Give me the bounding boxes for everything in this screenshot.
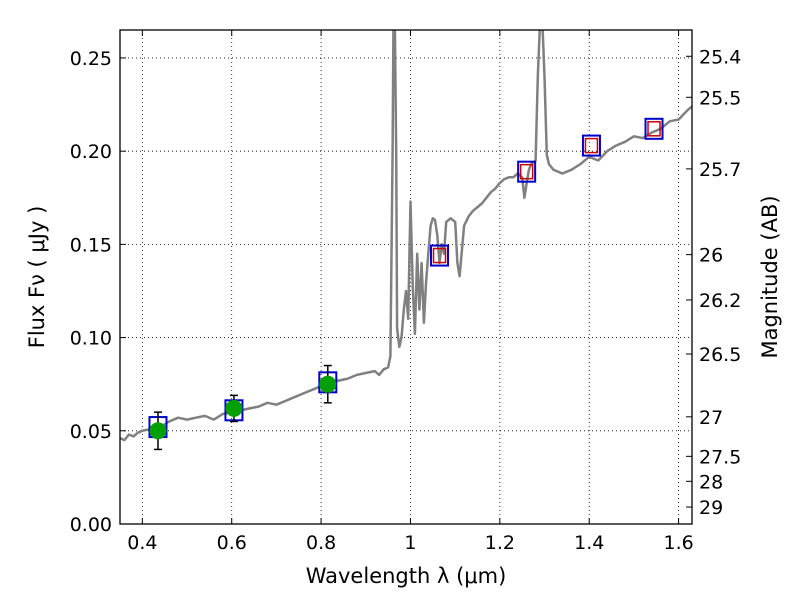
- x-tick-label: 1.4: [574, 532, 604, 554]
- model-photometry-square: [430, 244, 450, 267]
- plot-frame: [119, 29, 693, 525]
- x-axis-title: Wavelength λ (μm): [306, 564, 507, 588]
- model-photometry-square: [517, 160, 537, 183]
- x-tick-label: 0.8: [306, 532, 336, 554]
- y2-tick-label: 28: [699, 471, 723, 493]
- y-tick-label: 0.15: [70, 234, 112, 256]
- y2-tick-label: 27.5: [699, 446, 741, 468]
- upper-limit-square: [432, 247, 447, 264]
- upper-limit-square: [647, 121, 661, 137]
- y2-axis-title: Magnitude (AB): [758, 195, 782, 358]
- ticks: 0.4 0.6 0.8 1 1.2 1.4 1.6 0.00 0.05 0.10 0.15 0.20 0…: [70, 30, 741, 554]
- y2-tick-label: 25.5: [699, 87, 741, 109]
- y-tick-label: 0.25: [70, 48, 112, 70]
- y-tick-label: 0.20: [70, 141, 112, 163]
- y2-tick-label: 25.7: [699, 159, 741, 181]
- photometry-point: [225, 399, 243, 417]
- y2-tick-label: 25.4: [699, 46, 741, 68]
- model-photometry-square: [581, 134, 601, 157]
- y-tick-label: 0.10: [70, 328, 112, 350]
- y-tick-label: 0.05: [70, 421, 112, 443]
- x-tick-label: 0.4: [127, 532, 157, 554]
- y2-tick-label: 27: [699, 407, 723, 429]
- x-tick-label: 1.2: [485, 532, 515, 554]
- photometry-point: [149, 422, 167, 440]
- y-axis-title: Flux Fν ( μJy ): [25, 206, 49, 349]
- photometry-point: [319, 375, 337, 393]
- x-tick-label: 1: [404, 532, 416, 554]
- upper-limit-square: [584, 137, 599, 154]
- upper-limit-square: [519, 163, 534, 180]
- y2-tick-label: 26: [699, 245, 723, 267]
- y2-tick-label: 26.5: [699, 344, 741, 366]
- y2-tick-label: 26.2: [699, 290, 741, 312]
- grid: [120, 30, 692, 525]
- y2-tick-label: 29: [699, 497, 723, 519]
- spectrum-line: [120, 30, 692, 442]
- y-tick-label: 0.00: [70, 514, 112, 536]
- x-tick-label: 0.6: [217, 532, 247, 554]
- x-tick-label: 1.6: [663, 532, 693, 554]
- points-layer: [148, 117, 664, 451]
- model-photometry-square: [644, 117, 664, 140]
- spectrum-layer: [120, 30, 692, 442]
